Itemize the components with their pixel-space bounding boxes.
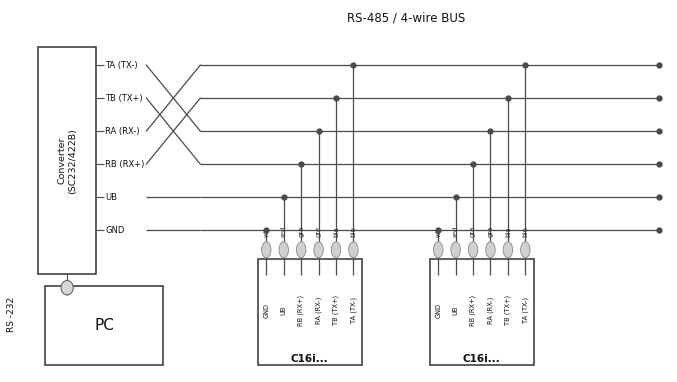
Text: RB (RX+): RB (RX+) xyxy=(105,160,145,168)
Text: red: red xyxy=(281,226,287,237)
Ellipse shape xyxy=(521,242,530,258)
Text: TB (TX+): TB (TX+) xyxy=(332,295,339,325)
Text: UB: UB xyxy=(105,193,117,202)
Text: blu: blu xyxy=(523,227,528,237)
Text: RB (RX+): RB (RX+) xyxy=(298,295,305,326)
Ellipse shape xyxy=(261,242,271,258)
Text: TA (TX-): TA (TX-) xyxy=(350,297,357,323)
Bar xyxy=(257,259,362,366)
Text: RB (RX+): RB (RX+) xyxy=(470,295,477,326)
Bar xyxy=(429,259,534,366)
Bar xyxy=(39,47,95,274)
Ellipse shape xyxy=(503,242,512,258)
Ellipse shape xyxy=(279,242,288,258)
Text: gre: gre xyxy=(487,226,494,237)
Text: RS -232: RS -232 xyxy=(7,297,16,332)
Text: UB: UB xyxy=(281,306,287,315)
Text: red: red xyxy=(453,226,458,237)
Text: C16i...: C16i... xyxy=(463,354,501,364)
Ellipse shape xyxy=(314,242,324,258)
Text: C16i...: C16i... xyxy=(291,354,329,364)
Text: TB (TX+): TB (TX+) xyxy=(105,94,143,103)
Ellipse shape xyxy=(486,242,495,258)
Text: wh: wh xyxy=(435,227,441,237)
Text: RA (RX-): RA (RX-) xyxy=(487,296,494,324)
Text: GND: GND xyxy=(263,303,269,318)
Text: GND: GND xyxy=(435,303,441,318)
Text: RS-485 / 4-wire BUS: RS-485 / 4-wire BUS xyxy=(347,12,465,25)
Ellipse shape xyxy=(61,280,73,295)
Text: gra: gra xyxy=(298,226,304,237)
Text: gra: gra xyxy=(470,226,476,237)
Text: bla: bla xyxy=(333,227,339,237)
Bar xyxy=(45,286,163,366)
Text: TA (TX-): TA (TX-) xyxy=(105,61,138,70)
Ellipse shape xyxy=(468,242,478,258)
Text: TB (TX+): TB (TX+) xyxy=(504,295,511,325)
Ellipse shape xyxy=(433,242,443,258)
Text: UB: UB xyxy=(453,306,458,315)
Text: wh: wh xyxy=(263,227,269,237)
Text: PC: PC xyxy=(94,318,114,333)
Ellipse shape xyxy=(451,242,460,258)
Text: RA (RX-): RA (RX-) xyxy=(105,126,140,136)
Ellipse shape xyxy=(297,242,306,258)
Text: Converter
(SC232/422B): Converter (SC232/422B) xyxy=(58,128,77,194)
Ellipse shape xyxy=(331,242,341,258)
Text: blu: blu xyxy=(351,227,356,237)
Text: TA (TX-): TA (TX-) xyxy=(522,297,529,323)
Text: gre: gre xyxy=(315,226,322,237)
Text: RA (RX-): RA (RX-) xyxy=(315,296,322,324)
Ellipse shape xyxy=(349,242,358,258)
Text: GND: GND xyxy=(105,225,125,235)
Text: bla: bla xyxy=(505,227,511,237)
